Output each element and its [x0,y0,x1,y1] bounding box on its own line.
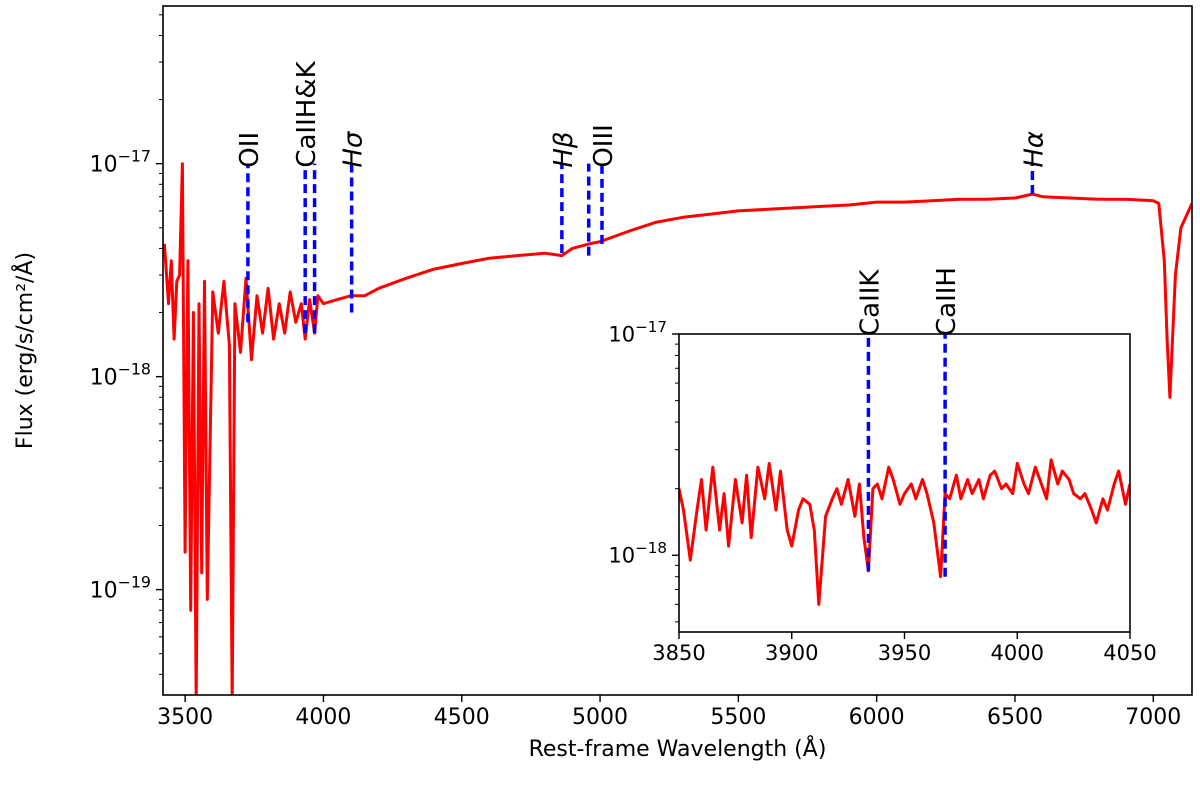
y-tick-label: 10−18 [608,539,667,567]
x-tick-label: 3900 [765,641,818,665]
y-axis-label: Flux (erg/s/cm²/Å) [11,252,38,449]
plot-area [679,334,1130,632]
x-tick-label: 6000 [849,705,905,730]
line-label: Hσ [339,130,369,168]
x-tick-label: 3850 [652,641,705,665]
line-label: Hα [1019,131,1049,168]
x-tick-label: 4000 [295,705,351,730]
plot-content [679,334,1130,606]
x-axis-label: Rest-frame Wavelength (Å) [529,735,827,762]
line-label: CaIIH&K [292,60,322,167]
x-tick-label: 4050 [1103,641,1156,665]
x-tick-label: 7000 [1125,705,1181,730]
y-tick-label: 10−18 [90,359,151,390]
x-tick-label: 5000 [572,705,628,730]
x-tick-label: 5500 [710,705,766,730]
y-tick-label: 10−17 [608,318,667,346]
y-tick-label: 10−17 [90,146,151,177]
plot-frame [162,5,1193,696]
y-tick-label: 10−19 [90,572,151,603]
x-tick-label: 3950 [878,641,931,665]
x-tick-label: 4000 [991,641,1044,665]
line-label: OIII [589,124,619,167]
x-tick-label: 4500 [434,705,490,730]
line-label: OII [235,132,265,168]
plot-content [163,162,1192,695]
line-label: Hβ [549,132,579,168]
spectrum-line [679,458,1130,606]
inset-plot: CaIIK CaIIH 3850 3900 3950 4000 4050 10−18 10−17 [608,267,1156,665]
line-label: CaIIH [932,267,962,336]
line-label: CaIIK [855,269,885,336]
x-tick-label: 6500 [987,705,1043,730]
x-tick-label: 3500 [157,705,213,730]
